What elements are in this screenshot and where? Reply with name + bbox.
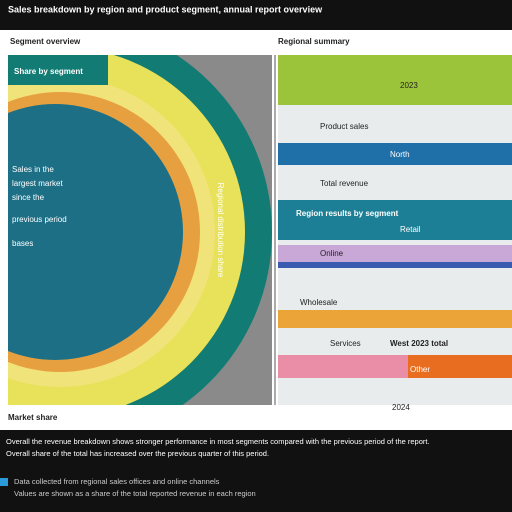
footer-note: Values are shown as a share of the total…: [14, 489, 256, 498]
heading: Share by segment: [14, 67, 83, 76]
row-text: Region results by segment: [296, 209, 399, 218]
row-bg: [278, 310, 512, 328]
row-bg: [278, 245, 512, 262]
row-texts: 2023 Product sales North Total revenue R…: [296, 81, 448, 374]
heading-box: [8, 55, 108, 85]
row-bg: [278, 262, 512, 268]
note: bases: [12, 239, 33, 248]
row-text: Retail: [400, 225, 421, 234]
title-bar: [0, 0, 512, 30]
note: previous period: [12, 215, 67, 224]
footer-line: Overall share of the total has increased…: [6, 449, 269, 458]
title: Sales breakdown by region and product se…: [8, 4, 323, 14]
footer-line: Overall the revenue breakdown shows stro…: [6, 437, 430, 446]
row-bg: [278, 200, 512, 240]
row-text: Product sales: [320, 122, 368, 131]
inner-circle: [8, 104, 183, 360]
panel-footer: Market share: [8, 413, 58, 422]
bullet: [0, 478, 8, 486]
note: largest market: [12, 179, 63, 188]
row-text: North: [390, 150, 410, 159]
panel-label: Segment overview: [10, 37, 81, 46]
row-text: Wholesale: [300, 298, 338, 307]
row-bg: [408, 355, 512, 378]
row-text: 2023: [400, 81, 418, 90]
panel-label: Regional summary: [278, 37, 350, 46]
row-text: Total revenue: [320, 179, 369, 188]
note: Sales in the: [12, 165, 54, 174]
row-text: Services: [330, 339, 361, 348]
arc-label: Regional distribution share: [216, 183, 225, 278]
row-bg: [278, 355, 408, 378]
footer-note: Data collected from regional sales offic…: [14, 477, 220, 486]
row-text: Other: [410, 365, 430, 374]
row-text: West 2023 total: [390, 339, 448, 348]
rings: [8, 55, 272, 405]
row-text: Online: [320, 249, 344, 258]
note: since the: [12, 193, 45, 202]
footer-bar: [0, 430, 512, 512]
row-bg: [278, 143, 512, 165]
row-bg: [278, 55, 512, 105]
panel-footer: 2024: [392, 403, 410, 412]
